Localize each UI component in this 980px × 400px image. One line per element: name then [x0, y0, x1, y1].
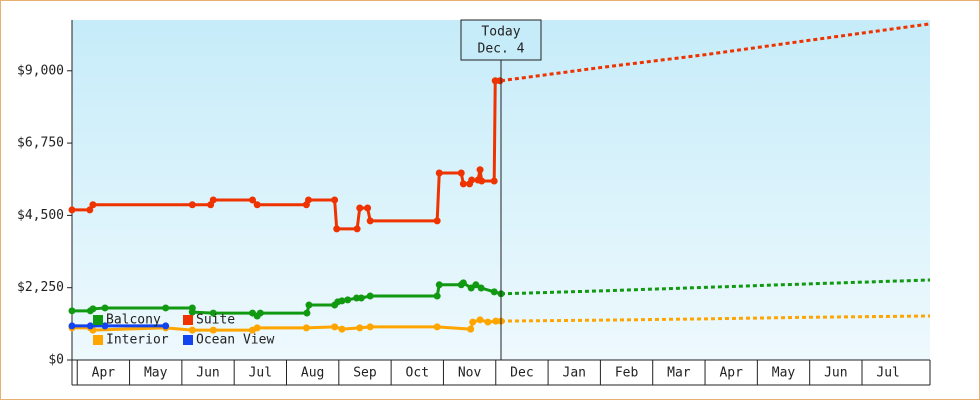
point — [253, 201, 261, 209]
point — [477, 284, 485, 292]
legend-label: Ocean View — [196, 333, 274, 348]
point — [490, 177, 498, 185]
point — [433, 292, 441, 300]
point — [366, 323, 374, 331]
annotation-box — [460, 19, 542, 61]
x-tick-label: Aug — [301, 366, 324, 381]
x-tick-label: Jul — [249, 366, 272, 381]
point — [472, 281, 480, 289]
point — [476, 316, 484, 324]
point — [484, 318, 492, 326]
point — [89, 201, 97, 209]
point — [366, 292, 374, 300]
x-tick-label: Apr — [719, 366, 743, 381]
x-tick-label: Jan — [563, 366, 586, 381]
point — [89, 305, 97, 313]
point — [344, 296, 352, 304]
point — [496, 77, 504, 85]
point — [476, 166, 484, 174]
point — [331, 196, 339, 204]
y-tick-label: $2,250 — [17, 280, 64, 295]
annotation-text: Today — [481, 25, 520, 40]
annotation-text: Dec. 4 — [478, 42, 525, 57]
point — [459, 279, 467, 287]
point — [435, 281, 443, 289]
point — [492, 317, 500, 325]
forecast-line — [500, 278, 931, 296]
x-tick-label: Dec — [510, 366, 533, 381]
x-tick-label: Mar — [667, 366, 691, 381]
y-tick-label: $0 — [48, 353, 64, 368]
legend-label: Suite — [196, 313, 235, 328]
point — [248, 196, 256, 204]
point — [357, 294, 365, 302]
legend-swatch — [93, 315, 103, 325]
x-tick-label: Oct — [406, 366, 429, 381]
x-tick-label: Jun — [196, 366, 219, 381]
point — [253, 324, 261, 332]
x-tick-label: Jun — [824, 366, 847, 381]
point — [356, 324, 364, 332]
point — [68, 322, 76, 330]
legend-swatch — [183, 315, 193, 325]
point — [467, 325, 475, 333]
point — [435, 169, 443, 177]
point — [433, 323, 441, 331]
point — [101, 322, 109, 330]
point — [188, 326, 196, 334]
x-tick-label: May — [772, 366, 796, 381]
point — [459, 180, 467, 188]
point — [304, 196, 312, 204]
x-tick-label: Nov — [458, 366, 482, 381]
point — [101, 304, 109, 312]
point — [333, 225, 341, 233]
point — [364, 204, 372, 212]
point — [433, 217, 441, 225]
point — [209, 326, 217, 334]
point — [468, 176, 476, 184]
point — [366, 217, 374, 225]
point — [256, 309, 264, 317]
x-tick-label: May — [144, 366, 168, 381]
forecast-line — [500, 22, 931, 83]
point — [338, 297, 346, 305]
legend-label: Interior — [106, 333, 169, 348]
point — [188, 201, 196, 209]
x-tick-label: Jul — [876, 366, 899, 381]
point — [457, 169, 465, 177]
point — [302, 324, 310, 332]
point — [86, 322, 94, 330]
point — [68, 307, 76, 315]
point — [188, 308, 196, 316]
point — [338, 325, 346, 333]
point — [68, 206, 76, 214]
point — [303, 309, 311, 317]
point — [331, 323, 339, 331]
point — [490, 288, 498, 296]
point — [356, 204, 364, 212]
legend-swatch — [183, 335, 193, 345]
point — [305, 301, 313, 309]
x-tick-label: Sep — [353, 366, 377, 381]
x-tick-label: Feb — [615, 366, 639, 381]
point — [86, 206, 94, 214]
point — [478, 177, 486, 185]
y-tick-label: $6,750 — [17, 136, 64, 151]
y-tick-label: $9,000 — [17, 63, 64, 78]
forecast-line — [500, 314, 931, 323]
legend-label: Balcony — [106, 313, 161, 328]
point — [209, 309, 217, 317]
point — [162, 304, 170, 312]
point — [469, 318, 477, 326]
legend-swatch — [93, 335, 103, 345]
point — [353, 225, 361, 233]
point — [209, 196, 217, 204]
y-tick-label: $4,500 — [17, 208, 64, 223]
point — [162, 322, 170, 330]
x-tick-label: Apr — [92, 366, 116, 381]
